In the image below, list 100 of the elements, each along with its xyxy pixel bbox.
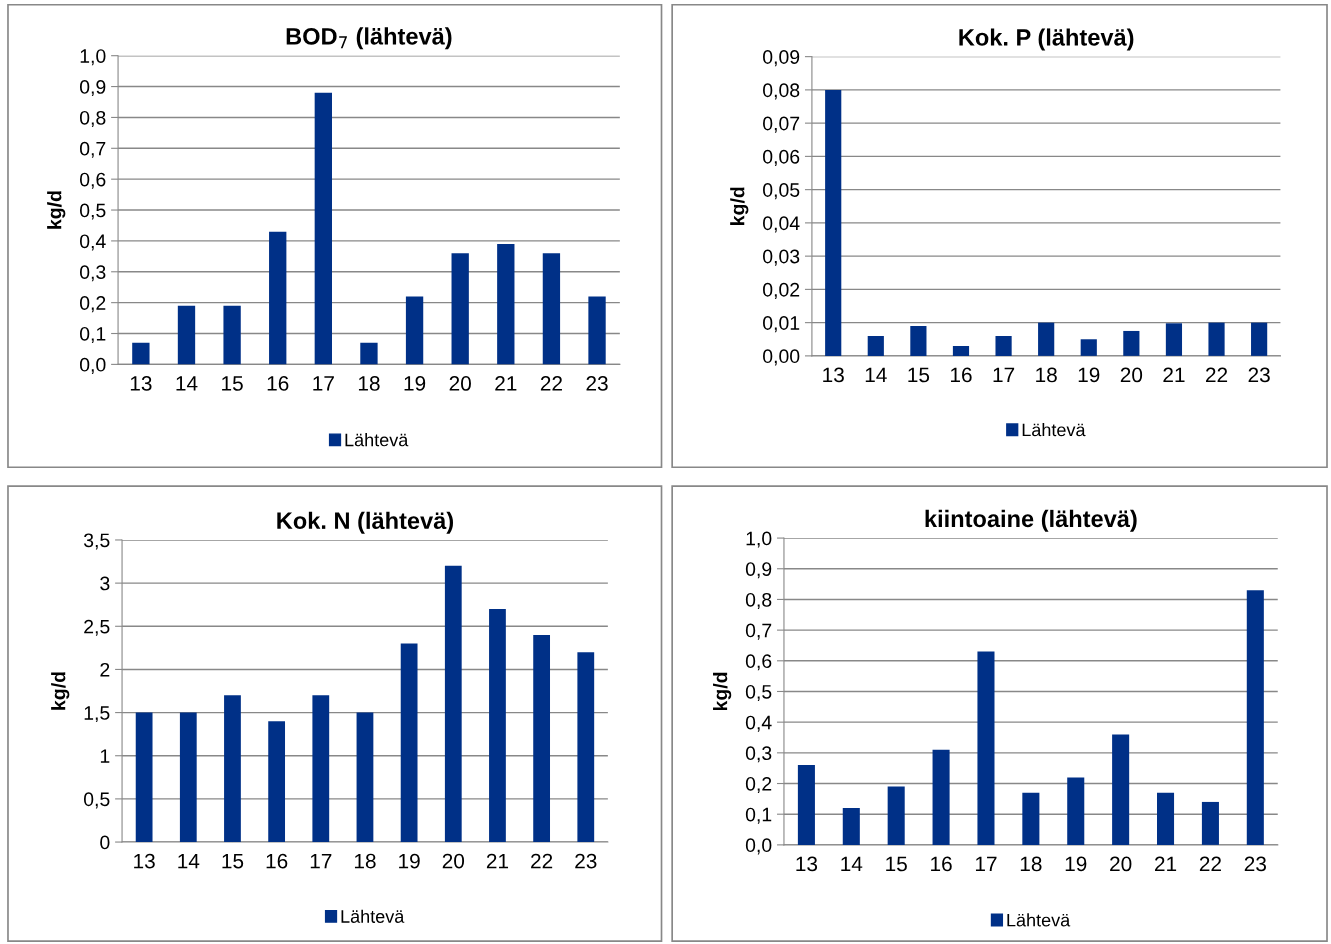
- x-tick-label: 21: [495, 376, 517, 391]
- y-tick-label: 0,02: [763, 282, 800, 299]
- x-tick-label: 20: [442, 853, 465, 869]
- y-tick-label: 0,7: [745, 623, 772, 640]
- bar: [269, 231, 287, 365]
- legend-label: Lähtevä: [1007, 913, 1071, 927]
- x-tick-label: 15: [222, 376, 243, 391]
- legend-label: Lähtevä: [1022, 423, 1086, 437]
- y-axis-title: kg/d: [713, 672, 732, 711]
- y-tick-label: 0,2: [79, 296, 106, 313]
- bar: [1251, 322, 1268, 356]
- bar: [1201, 801, 1219, 845]
- bar: [312, 695, 330, 843]
- x-tick-label: 13: [796, 856, 818, 872]
- x-tick-label: 20: [449, 376, 471, 391]
- bar: [887, 786, 905, 845]
- chart-title: Kok. N (lähtevä): [277, 511, 454, 534]
- chart-title: BOD$_{7}$ (lähtevä): [286, 27, 452, 50]
- x-tick-label: 23: [1248, 367, 1270, 383]
- bar: [910, 325, 927, 356]
- bar: [132, 342, 150, 365]
- bar: [952, 345, 970, 356]
- bar: [405, 296, 424, 365]
- bar: [1157, 792, 1175, 845]
- y-tick-label: 0,4: [745, 715, 772, 732]
- bar: [444, 565, 462, 843]
- x-tick-label: 15: [886, 856, 907, 872]
- y-tick-label: 2: [100, 662, 110, 677]
- x-tick-label: 22: [1206, 367, 1228, 383]
- y-tick-label: 0,8: [79, 110, 106, 127]
- bar: [932, 749, 950, 845]
- x-tick-label: 22: [1199, 856, 1221, 872]
- x-tick-label: 21: [1155, 856, 1177, 872]
- bar: [577, 652, 595, 843]
- bar: [797, 765, 815, 845]
- x-tick-label: 17: [975, 856, 997, 872]
- x-tick-label: 14: [841, 856, 863, 872]
- bar: [1112, 734, 1130, 845]
- bar: [995, 335, 1012, 356]
- x-tick-label: 22: [531, 853, 553, 869]
- bar: [360, 342, 378, 365]
- y-tick-label: 0,5: [79, 203, 106, 220]
- y-tick-label: 0,7: [79, 141, 106, 158]
- bar: [1038, 322, 1055, 356]
- y-tick-label: 0: [100, 835, 110, 850]
- bar: [135, 712, 153, 843]
- bar: [842, 808, 860, 845]
- bar: [497, 244, 515, 365]
- x-tick-label: 23: [586, 376, 608, 391]
- bar: [542, 253, 561, 365]
- chart-title: Kok. P (lähtevä): [959, 28, 1134, 51]
- y-tick-label: 0,00: [763, 349, 800, 366]
- legend-label: Lähtevä: [345, 433, 409, 447]
- y-tick-label: 0,06: [763, 149, 800, 166]
- bar: [1123, 330, 1140, 356]
- x-tick-label: 13: [130, 376, 152, 391]
- y-tick-label: 0,0: [79, 357, 106, 374]
- y-tick-label: 0,6: [745, 654, 772, 671]
- bar: [179, 712, 197, 843]
- bar: [977, 651, 995, 845]
- y-tick-label: 3,5: [83, 533, 110, 550]
- x-tick-label: 14: [176, 376, 198, 391]
- x-tick-label: 22: [540, 376, 562, 391]
- x-tick-label: 17: [993, 367, 1015, 383]
- x-tick-label: 18: [1020, 856, 1042, 872]
- x-tick-label: 23: [575, 853, 597, 869]
- y-axis-title: kg/d: [51, 672, 70, 710]
- y-tick-label: 0,0: [745, 838, 772, 855]
- y-tick-label: 0,1: [745, 807, 772, 824]
- bar: [489, 609, 506, 843]
- y-tick-label: 0,04: [763, 216, 800, 233]
- x-tick-label: 19: [404, 376, 426, 391]
- x-tick-label: 14: [865, 367, 887, 383]
- x-tick-label: 14: [178, 853, 200, 869]
- x-tick-label: 19: [399, 853, 420, 869]
- bar: [533, 634, 551, 843]
- x-tick-label: 21: [486, 853, 509, 869]
- y-tick-label: 0,08: [763, 83, 800, 100]
- x-tick-label: 21: [1163, 367, 1185, 383]
- x-tick-label: 16: [266, 853, 288, 869]
- chart-title: kiintoaine (lähtevä): [925, 509, 1137, 532]
- y-tick-label: 0,1: [79, 326, 106, 344]
- x-tick-label: 13: [823, 367, 844, 383]
- bar: [1165, 323, 1183, 356]
- bar: [356, 712, 374, 843]
- x-tick-label: 15: [222, 853, 244, 869]
- y-tick-label: 0,3: [745, 746, 772, 763]
- y-tick-label: 0,8: [745, 592, 772, 609]
- x-tick-label: 19: [1065, 856, 1087, 872]
- y-tick-label: 0,6: [79, 172, 106, 189]
- bar: [1246, 590, 1264, 845]
- y-tick-label: 0,3: [79, 265, 106, 282]
- x-tick-label: 19: [1078, 367, 1100, 383]
- bar: [1080, 339, 1097, 356]
- x-tick-label: 15: [908, 367, 930, 383]
- y-tick-label: 0,9: [745, 562, 772, 579]
- x-tick-label: 16: [931, 856, 952, 872]
- bar: [867, 335, 884, 356]
- x-tick-label: 23: [1244, 856, 1266, 872]
- y-tick-label: 0,01: [763, 316, 800, 333]
